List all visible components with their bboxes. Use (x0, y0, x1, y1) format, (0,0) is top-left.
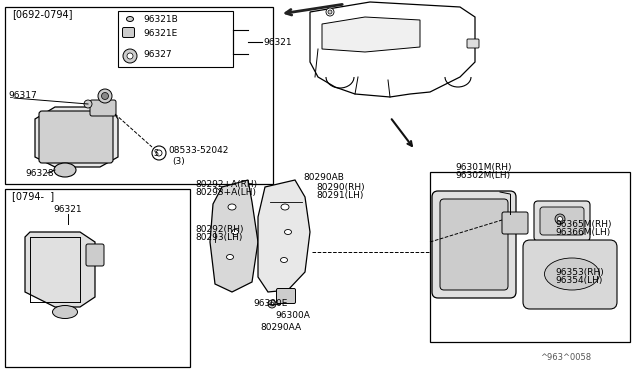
Text: 96365M(RH): 96365M(RH) (555, 219, 611, 228)
Text: [0692-0794]: [0692-0794] (12, 9, 72, 19)
Text: 80293(LH): 80293(LH) (195, 232, 243, 241)
Text: 96366M(LH): 96366M(LH) (555, 228, 611, 237)
Ellipse shape (127, 16, 134, 22)
Ellipse shape (285, 230, 291, 234)
Circle shape (98, 89, 112, 103)
FancyBboxPatch shape (39, 111, 113, 163)
Bar (5, 189, 190, 367)
Text: 80292+A(RH): 80292+A(RH) (195, 180, 257, 189)
Text: [0794-  ]: [0794- ] (12, 191, 54, 201)
Text: 80291(LH): 80291(LH) (316, 190, 364, 199)
Circle shape (127, 53, 133, 59)
Polygon shape (310, 2, 475, 97)
Ellipse shape (54, 163, 76, 177)
Text: (3): (3) (172, 157, 185, 166)
Circle shape (326, 8, 334, 16)
Text: 80293+A(LH): 80293+A(LH) (195, 187, 256, 196)
Text: 80292(RH): 80292(RH) (195, 224, 243, 234)
Text: 96321: 96321 (263, 38, 292, 46)
Text: 96301M(RH): 96301M(RH) (455, 163, 511, 171)
Bar (430, 172, 630, 342)
Ellipse shape (227, 254, 234, 260)
Text: 96317: 96317 (8, 90, 36, 99)
FancyBboxPatch shape (440, 199, 508, 290)
FancyBboxPatch shape (540, 207, 584, 235)
FancyBboxPatch shape (86, 244, 104, 266)
Ellipse shape (52, 305, 77, 318)
Circle shape (152, 146, 166, 160)
Circle shape (557, 217, 563, 221)
Ellipse shape (228, 204, 236, 210)
Text: 96321E: 96321E (143, 29, 177, 38)
Circle shape (156, 150, 162, 156)
Text: 96328: 96328 (25, 169, 54, 177)
Text: 80290(RH): 80290(RH) (316, 183, 365, 192)
Circle shape (555, 214, 565, 224)
Ellipse shape (545, 258, 600, 290)
Circle shape (84, 100, 92, 108)
Bar (118, 11, 233, 67)
FancyBboxPatch shape (467, 39, 479, 48)
FancyBboxPatch shape (122, 28, 134, 38)
FancyBboxPatch shape (523, 240, 617, 309)
Ellipse shape (232, 230, 239, 234)
Ellipse shape (280, 257, 287, 263)
Polygon shape (25, 232, 95, 307)
FancyBboxPatch shape (502, 212, 528, 234)
Text: 96354(LH): 96354(LH) (555, 276, 602, 285)
Polygon shape (322, 17, 420, 52)
Circle shape (270, 302, 274, 306)
Text: 96302M(LH): 96302M(LH) (455, 170, 510, 180)
Circle shape (268, 300, 276, 308)
Text: 96300E: 96300E (253, 299, 287, 308)
FancyBboxPatch shape (432, 191, 516, 298)
Circle shape (102, 93, 109, 99)
Text: 96300A: 96300A (275, 311, 310, 320)
Text: 80290AA: 80290AA (260, 323, 301, 331)
FancyBboxPatch shape (534, 201, 590, 241)
Circle shape (328, 10, 332, 14)
Bar (5, 7, 273, 184)
Text: 96327: 96327 (143, 49, 172, 58)
Polygon shape (258, 180, 310, 292)
Text: 96321B: 96321B (143, 15, 178, 23)
Text: 96321: 96321 (54, 205, 83, 214)
FancyBboxPatch shape (276, 289, 296, 304)
Polygon shape (35, 107, 118, 167)
Text: S: S (154, 148, 158, 157)
Text: ^963^0058: ^963^0058 (540, 353, 591, 362)
Ellipse shape (281, 204, 289, 210)
FancyBboxPatch shape (90, 100, 116, 116)
Polygon shape (210, 180, 258, 292)
Circle shape (123, 49, 137, 63)
Text: 96353(RH): 96353(RH) (555, 267, 604, 276)
Text: 80290AB: 80290AB (303, 173, 344, 182)
Text: 08533-52042: 08533-52042 (168, 145, 228, 154)
